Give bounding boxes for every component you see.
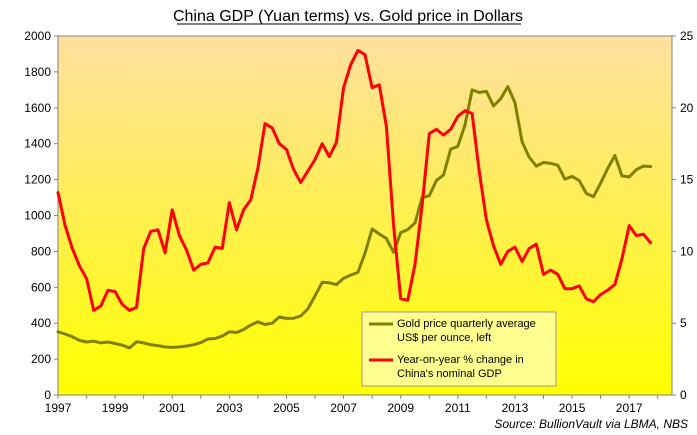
right-axis-tick-label: 15 [680,173,694,187]
source-note: Source: BullionVault via LBMA, NBS [494,417,688,431]
right-axis-tick-label: 10 [680,244,694,258]
left-axis-tick-label: 600 [31,280,51,294]
x-axis-tick-label: 2011 [445,401,471,415]
left-axis-tick-label: 400 [31,316,51,330]
legend-gdp-label-line1: Year-on-year % change in [397,354,524,366]
legend-gold-label-line1: Gold price quarterly average [397,318,536,330]
left-axis-tick-label: 1600 [24,101,51,115]
right-axis-tick-label: 0 [680,388,687,402]
x-axis-tick-label: 2005 [273,401,300,415]
legend-gold-label-line2: US$ per ounce, left [397,332,491,344]
legend-gdp-label-line2: China's nominal GDP [397,368,502,380]
x-axis-tick-label: 2003 [216,401,243,415]
x-axis-tick-label: 1997 [45,401,72,415]
x-axis-tick-label: 2015 [559,401,586,415]
left-axis-tick-label: 0 [44,388,51,402]
gdp-growth-series-line [56,48,653,312]
x-axis-tick-label: 2017 [616,401,643,415]
right-axis-tick-label: 20 [680,101,694,115]
right-axis-tick-label: 5 [680,316,687,330]
gold-price-series-line [56,85,653,350]
right-axis-tick-label: 25 [680,29,694,43]
x-axis-tick-label: 2007 [330,401,357,415]
left-axis-tick-label: 800 [31,244,51,258]
left-axis-tick-label: 2000 [24,29,51,43]
left-axis-tick-label: 200 [31,352,51,366]
x-axis-tick-label: 1999 [102,401,129,415]
left-axis-tick-label: 1800 [24,65,51,79]
x-axis-tick-label: 2013 [502,401,529,415]
legend-box [361,311,557,387]
plot-area [57,35,673,396]
legend: Gold price quarterly average US$ per oun… [361,311,557,387]
x-axis-tick-label: 2009 [387,401,414,415]
left-axis-tick-label: 1000 [24,209,51,223]
x-axis-tick-label: 2001 [159,401,186,415]
chart-title: China GDP (Yuan terms) vs. Gold price in… [173,8,523,25]
left-axis-tick-label: 1200 [24,173,51,187]
left-axis-tick-label: 1400 [24,137,51,151]
